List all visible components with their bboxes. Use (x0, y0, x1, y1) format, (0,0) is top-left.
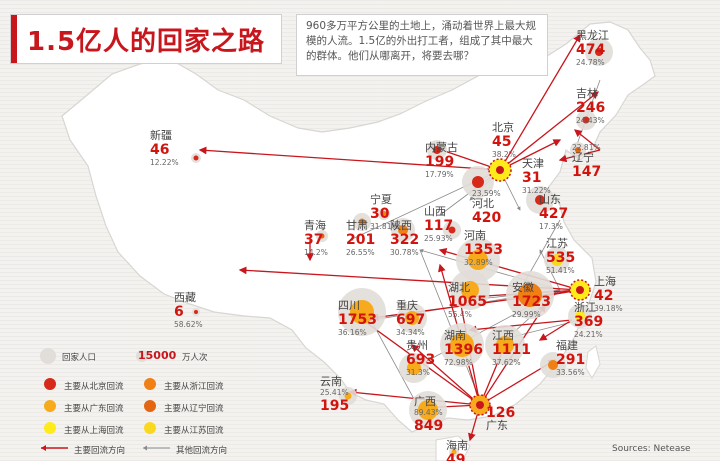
legend-unit-label: 万人次 (182, 353, 208, 363)
legend-main-arrow-icon (41, 445, 68, 451)
region-label-jiangsu: 江苏 535 51.41% (546, 237, 576, 275)
region-label-anhui: 安徽 1723 29.99% (512, 281, 551, 319)
region-label-guizhou: 贵州 693 31.3% (406, 339, 436, 377)
region-label-yunnan: 云南 25.41% 195 (320, 375, 350, 414)
legend-shanghai-dot (44, 422, 56, 434)
region-label-beijing: 北京 45 38.2% (492, 121, 516, 159)
legend-from-beijing: 主要从北京回流 (64, 382, 124, 392)
legend-from-guangdong: 主要从广东回流 (64, 404, 124, 414)
legend-population-circle (40, 348, 56, 364)
region-label-ningxia: 宁夏 30 31.81% (370, 193, 399, 231)
legend-from-liaoning: 主要从辽宁回流 (164, 404, 224, 414)
legend-from-zhejiang: 主要从浙江回流 (164, 382, 224, 392)
source-credit: Sources: Netease (612, 444, 691, 454)
region-label-xinjiang: 新疆 46 12.22% (150, 129, 179, 167)
region-label-hunan: 湖南 1396 72.98% (444, 329, 483, 367)
region-label-jiangxi: 江西 1111 37.62% (492, 329, 531, 367)
region-label-henan: 河南 1353 32.89% (464, 229, 503, 267)
legend-population-label: 回家人口 (62, 353, 97, 363)
region-label-guangdong: 126 广东 (486, 405, 516, 432)
legend-main-direction: 主要回流方向 (74, 446, 126, 456)
page-title: 1.5亿人的回家之路 (27, 27, 266, 57)
region-label-heilongjiang: 黑龙江 474 24.78% (576, 29, 609, 67)
legend-unit-circle (136, 350, 148, 362)
region-label-hebei: 23.59% 河北 420 (472, 189, 502, 226)
intro-text: 960多万平方公里的土地上，涌动着世界上最大规模的人流。1.5亿的外出打工者，组… (296, 14, 548, 76)
region-label-hainan: 海南 49 (446, 439, 468, 461)
title-box: 1.5亿人的回家之路 (10, 14, 282, 64)
region-label-shandong: 山东 427 17.3% (539, 193, 569, 231)
region-label-xizang: 西藏 6 58.62% (174, 291, 203, 329)
region-label-neimenggu: 内蒙古 199 17.79% (425, 141, 458, 179)
legend-unit-value: 15000 (138, 349, 177, 362)
legend-zhejiang-dot (144, 378, 156, 390)
region-label-fujian: 福建 291 33.56% (556, 339, 586, 377)
legend-from-shanghai: 主要从上海回流 (64, 426, 124, 436)
region-label-shaanxi: 陕西 322 30.78% (390, 219, 420, 257)
region-label-gansu: 甘肃 201 26.55% (346, 219, 376, 257)
taiwan-island (585, 345, 601, 379)
region-label-chongqing: 重庆 697 34.34% (396, 299, 426, 337)
legend-from-jiangsu: 主要从江苏回流 (164, 426, 224, 436)
region-label-hubei: 湖北 1065 55.4% (448, 281, 487, 319)
legend: 回家人口 15000 万人次 主要从北京回流 主要从浙江回流 主要从广东回流 主… (36, 340, 296, 458)
region-label-jilin: 吉林 246 24.43% (576, 87, 606, 125)
legend-liaoning-dot (144, 400, 156, 412)
region-label-sichuan: 四川 1753 36.16% (338, 299, 377, 337)
region-label-shanxi: 山西 117 25.93% (424, 205, 454, 243)
legend-other-direction: 其他回流方向 (176, 446, 228, 456)
legend-guangdong-dot (44, 400, 56, 412)
legend-jiangsu-dot (144, 422, 156, 434)
legend-beijing-dot (44, 378, 56, 390)
hub-markers (469, 158, 591, 416)
region-label-liaoning: 22.81% 辽宁 147 (572, 143, 602, 180)
region-label-tianjin: 天津 31 31.22% (522, 157, 551, 195)
legend-other-arrow-icon (143, 445, 170, 451)
region-label-qinghai: 青海 37 14.2% (304, 219, 328, 257)
province-circles (191, 38, 613, 457)
region-label-guangxi: 广西 89.43% 849 (414, 395, 444, 434)
region-label-shanghai: 上海 42 39.18% (594, 275, 623, 313)
region-label-zhejiang: 浙江 369 24.21% (574, 301, 604, 339)
title-accent-bar (11, 15, 17, 63)
